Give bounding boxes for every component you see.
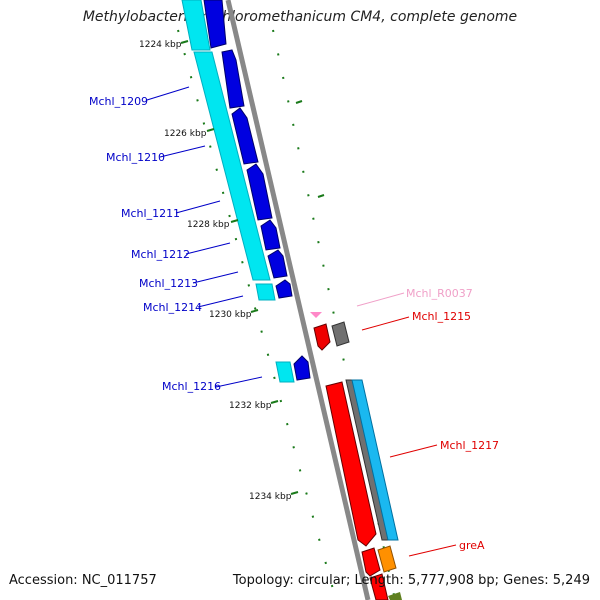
gene-label-mchl-1215: Mchl_1215 xyxy=(412,310,471,323)
leader-lines xyxy=(146,86,457,557)
tick-mark xyxy=(230,219,239,223)
gene-label-mchl-1212: Mchl_1212 xyxy=(131,248,190,261)
cds-arrow xyxy=(260,219,281,251)
rna-marker xyxy=(310,312,322,318)
leader-line xyxy=(356,292,405,307)
forward-ruler-dots xyxy=(272,29,396,600)
gene-label-mchl-1217: Mchl_1217 xyxy=(440,439,499,452)
orange-segment xyxy=(377,545,397,573)
gene-label-mchl-1216: Mchl_1216 xyxy=(162,380,221,393)
tick-mark xyxy=(180,40,189,44)
tick-mark xyxy=(317,194,325,198)
leader-line xyxy=(146,86,190,101)
cds-arrow-grea xyxy=(361,547,381,577)
kbp-tick-marks xyxy=(180,40,325,495)
cyan-segment xyxy=(255,283,276,301)
accession-text: Accession: NC_011757 xyxy=(9,573,157,588)
cds-arrow xyxy=(231,107,259,165)
cyan-segment xyxy=(275,361,295,383)
topology-text: Topology: circular; Length: 5,777,908 bp… xyxy=(232,573,590,588)
leader-line xyxy=(197,295,244,308)
tick-label-1232: 1232 kbp xyxy=(229,401,272,411)
leader-line xyxy=(159,145,206,158)
tick-mark xyxy=(250,309,259,313)
cds-arrow xyxy=(221,49,245,109)
tick-label-1226: 1226 kbp xyxy=(164,129,207,139)
tick-label-1234: 1234 kbp xyxy=(249,492,292,502)
cyan-segment xyxy=(181,0,211,51)
tick-mark xyxy=(270,400,279,404)
cds-arrow xyxy=(293,355,311,381)
cds-arrow-mchl-1217 xyxy=(325,381,377,547)
cds-arrow xyxy=(313,323,331,351)
leader-line xyxy=(361,316,410,331)
leader-line xyxy=(185,242,231,255)
gene-label-grea: greA xyxy=(459,539,485,552)
blue-segment xyxy=(351,379,399,541)
gray-segment xyxy=(331,321,350,347)
tick-label-1230: 1230 kbp xyxy=(209,310,252,320)
tick-label-1228: 1228 kbp xyxy=(187,220,230,230)
leader-line xyxy=(192,271,239,284)
leader-line xyxy=(408,544,457,557)
gene-label-mchl-1209: Mchl_1209 xyxy=(89,95,148,108)
tick-mark xyxy=(206,128,215,132)
cds-arrow xyxy=(267,249,288,279)
leader-line xyxy=(215,376,263,388)
gene-label-mchl-1213: Mchl_1213 xyxy=(139,277,198,290)
green-segment xyxy=(388,592,402,600)
gene-label-mchl-1211: Mchl_1211 xyxy=(121,207,180,220)
tick-mark xyxy=(290,491,299,495)
genome-backbone xyxy=(225,0,371,600)
cyan-segment xyxy=(193,51,271,281)
reverse-cds xyxy=(203,0,311,381)
cds-arrow xyxy=(369,573,389,600)
forward-features xyxy=(310,312,402,600)
cds-arrow xyxy=(275,279,293,299)
gene-label-mchl-1210: Mchl_1210 xyxy=(106,151,165,164)
gene-label-mchl-r0037: Mchl_R0037 xyxy=(406,287,473,300)
gene-labels: Mchl_1209 Mchl_1210 Mchl_1211 Mchl_1212 … xyxy=(89,95,499,552)
leader-line xyxy=(175,200,221,214)
kbp-tick-labels: 1224 kbp 1226 kbp 1228 kbp 1230 kbp 1232… xyxy=(139,40,292,502)
cds-arrow xyxy=(203,0,227,49)
tick-label-1224: 1224 kbp xyxy=(139,40,182,50)
reverse-track xyxy=(181,0,295,383)
leader-line xyxy=(389,444,438,458)
gene-label-mchl-1214: Mchl_1214 xyxy=(143,301,202,314)
tick-mark xyxy=(295,100,303,104)
cds-arrow xyxy=(246,163,273,221)
